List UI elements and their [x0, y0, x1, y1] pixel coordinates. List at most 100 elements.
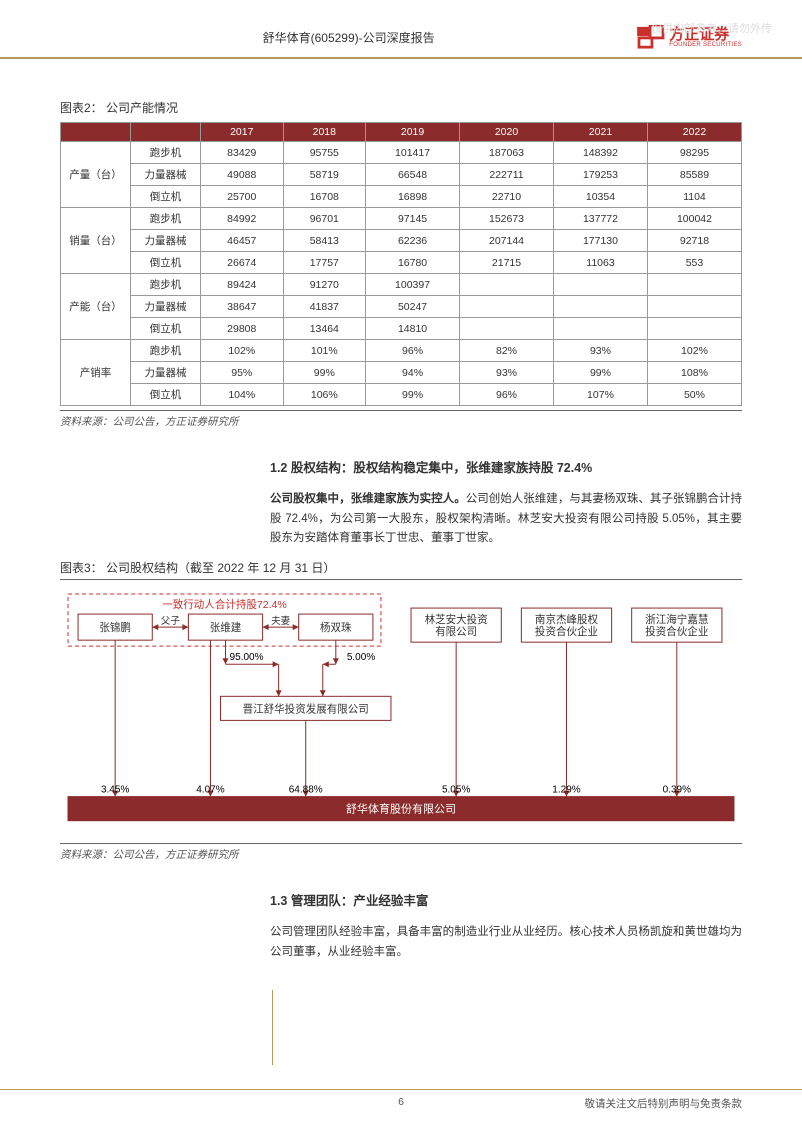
table-cell: [554, 274, 648, 296]
svg-text:3.45%: 3.45%: [101, 784, 129, 795]
table-row-label: 倒立机: [131, 252, 201, 274]
svg-text:林芝安大投资: 林芝安大投资: [425, 613, 488, 626]
capacity-table: 201720182019202020212022产量（台）跑步机83429957…: [60, 122, 742, 406]
report-title: 舒华体育(605299)-公司深度报告: [60, 29, 637, 46]
table-cell: 179253: [554, 164, 648, 186]
table-cell: 16780: [366, 252, 460, 274]
table-cell: [647, 274, 741, 296]
table2-caption: 图表2： 公司产能情况: [60, 99, 742, 116]
page-footer: 6 敬请关注文后特别声明与免责条款: [0, 1089, 802, 1111]
table-cell: 106%: [283, 384, 366, 406]
svg-text:舒华体育股份有限公司: 舒华体育股份有限公司: [346, 801, 456, 815]
table-group-label: 销量（台）: [61, 208, 131, 274]
table-cell: 94%: [366, 362, 460, 384]
table-cell: 108%: [647, 362, 741, 384]
table-cell: 148392: [554, 142, 648, 164]
table-cell: 62236: [366, 230, 460, 252]
table-cell: 58413: [283, 230, 366, 252]
table-cell: 84992: [201, 208, 284, 230]
table-cell: 101%: [283, 340, 366, 362]
svg-text:张维建: 张维建: [210, 621, 242, 634]
svg-text:夫妻: 夫妻: [271, 615, 291, 627]
table-cell: 100397: [366, 274, 460, 296]
svg-text:投资合伙企业: 投资合伙企业: [535, 625, 598, 638]
table-cell: 83429: [201, 142, 284, 164]
table-row-label: 力量器械: [131, 164, 201, 186]
table-cell: [647, 318, 741, 340]
svg-text:4.07%: 4.07%: [196, 784, 224, 795]
table-cell: 49088: [201, 164, 284, 186]
svg-text:投资合伙企业: 投资合伙企业: [645, 625, 708, 638]
svg-text:64.88%: 64.88%: [289, 784, 323, 795]
table-cell: 98295: [647, 142, 741, 164]
section-1-3-para: 公司管理团队经验丰富，具备丰富的制造业行业从业经历。核心技术人员杨凯旋和黄世雄均…: [60, 923, 742, 962]
table-cell: 187063: [460, 142, 554, 164]
svg-text:有限公司: 有限公司: [435, 625, 477, 638]
svg-text:浙江海宁嘉慧: 浙江海宁嘉慧: [645, 613, 708, 626]
table-cell: 97145: [366, 208, 460, 230]
table-cell: 41837: [283, 296, 366, 318]
svg-text:95.00%: 95.00%: [230, 652, 264, 663]
table-cell: 99%: [366, 384, 460, 406]
table-row-label: 力量器械: [131, 230, 201, 252]
table-cell: 1104: [647, 186, 741, 208]
table-cell: 104%: [201, 384, 284, 406]
table-cell: 152673: [460, 208, 554, 230]
table-cell: 101417: [366, 142, 460, 164]
section-1-2-para: 公司股权集中，张维建家族为实控人。公司创始人张维建，与其妻杨双珠、其子张锦鹏合计…: [60, 490, 742, 549]
table-cell: 17757: [283, 252, 366, 274]
table-cell: 26674: [201, 252, 284, 274]
table-cell: 13464: [283, 318, 366, 340]
svg-text:1.29%: 1.29%: [552, 784, 580, 795]
table-row-label: 力量器械: [131, 362, 201, 384]
table-cell: 92718: [647, 230, 741, 252]
table-cell: 137772: [554, 208, 648, 230]
table-cell: 46457: [201, 230, 284, 252]
watermark-text: 仅供内部参考，请勿外传: [651, 20, 772, 36]
figure3-caption: 图表3： 公司股权结构（截至 2022 年 12 月 31 日）: [60, 559, 742, 580]
table-group-label: 产量（台）: [61, 142, 131, 208]
footer-disclaimer: 敬请关注文后特别声明与免责条款: [585, 1096, 743, 1111]
table-row-label: 跑步机: [131, 340, 201, 362]
table-cell: 95755: [283, 142, 366, 164]
table-cell: 25700: [201, 186, 284, 208]
table-cell: 21715: [460, 252, 554, 274]
figure3-source: 资料来源：公司公告，方正证券研究所: [60, 843, 742, 862]
table-cell: [460, 318, 554, 340]
table-cell: 95%: [201, 362, 284, 384]
svg-text:南京杰峰股权: 南京杰峰股权: [535, 613, 599, 626]
table2-source: 资料来源：公司公告，方正证券研究所: [60, 410, 742, 429]
table-cell: 50247: [366, 296, 460, 318]
section-1-3-title: 1.3 管理团队：产业经验丰富: [60, 890, 742, 909]
table-cell: 96%: [366, 340, 460, 362]
table-cell: 100042: [647, 208, 741, 230]
table-cell: 11063: [554, 252, 648, 274]
svg-text:一致行动人合计持股72.4%: 一致行动人合计持股72.4%: [162, 598, 286, 611]
logo-text-en: FOUNDER SECURITIES: [669, 42, 742, 48]
table-row-label: 力量器械: [131, 296, 201, 318]
table-cell: [554, 318, 648, 340]
page-content: 图表2： 公司产能情况 201720182019202020212022产量（台…: [0, 59, 802, 962]
table-cell: 96701: [283, 208, 366, 230]
table-row-label: 跑步机: [131, 208, 201, 230]
table-cell: 89424: [201, 274, 284, 296]
svg-text:张锦鹏: 张锦鹏: [99, 621, 131, 634]
table-cell: 177130: [554, 230, 648, 252]
table-cell: 93%: [554, 340, 648, 362]
table-cell: 82%: [460, 340, 554, 362]
table-cell: 66548: [366, 164, 460, 186]
table-group-label: 产能（台）: [61, 274, 131, 340]
table-cell: 93%: [460, 362, 554, 384]
table-cell: 50%: [647, 384, 741, 406]
table-cell: 29808: [201, 318, 284, 340]
table-cell: [554, 296, 648, 318]
table-cell: 58719: [283, 164, 366, 186]
table-cell: 22710: [460, 186, 554, 208]
table-cell: [647, 296, 741, 318]
table-cell: 99%: [554, 362, 648, 384]
table-cell: 102%: [201, 340, 284, 362]
table-cell: 553: [647, 252, 741, 274]
table-cell: 16898: [366, 186, 460, 208]
table-cell: 207144: [460, 230, 554, 252]
table-cell: 99%: [283, 362, 366, 384]
